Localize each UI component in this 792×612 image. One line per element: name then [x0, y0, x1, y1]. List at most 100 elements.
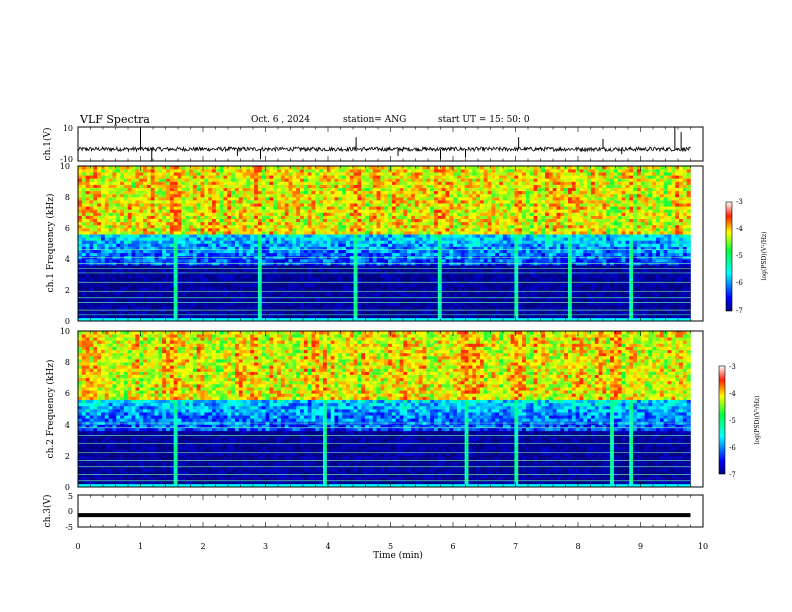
spectrogram-cell — [250, 317, 255, 322]
spectrogram-cell — [273, 299, 278, 303]
spectrogram-cell — [434, 200, 439, 204]
spectrogram-cell — [97, 283, 102, 288]
spectrogram-cell — [123, 221, 129, 226]
spectrogram-cell — [315, 265, 320, 269]
spectrogram-cell — [357, 228, 362, 232]
spectrogram-cell — [311, 249, 316, 254]
spectrogram-cell — [108, 259, 113, 263]
spectrogram-cell — [139, 231, 144, 235]
spectrogram-cell — [365, 234, 370, 238]
spectrogram-cell — [326, 206, 331, 210]
spectrogram-cell — [181, 197, 186, 201]
spectrogram-cell — [234, 224, 240, 229]
spectrogram-cell — [135, 209, 140, 213]
spectrogram-cell — [234, 268, 240, 272]
spectrogram-cell — [368, 172, 374, 176]
spectrogram-cell — [399, 234, 404, 238]
spectrogram-cell — [181, 231, 186, 235]
spectrogram-cell — [388, 166, 393, 170]
spectrogram-cell — [426, 175, 431, 179]
spectrogram-cell — [192, 246, 197, 250]
spectrogram-cell — [277, 274, 282, 278]
spectrogram-cell — [391, 231, 397, 235]
spectrogram-cell — [353, 252, 358, 257]
spectrogram-cell — [192, 181, 197, 185]
spectrogram-cell — [143, 286, 148, 291]
spectrogram-cell — [334, 203, 339, 207]
spectrogram-cell — [150, 268, 155, 272]
spectrogram-cell — [407, 224, 412, 229]
spectrogram-cell — [368, 286, 374, 291]
spectrogram-cell — [200, 184, 205, 188]
spectrogram-cell — [200, 234, 205, 238]
spectrogram-cell — [265, 166, 270, 170]
spectrogram-cell — [169, 317, 175, 322]
spectrogram-cell — [376, 268, 381, 272]
spectrogram-cell — [158, 286, 163, 291]
spectrogram-cell — [158, 228, 163, 232]
spectrogram-cell — [273, 203, 278, 207]
spectrogram-cell — [307, 286, 312, 291]
spectrogram-cell — [384, 237, 389, 241]
spectrogram-cell — [319, 169, 324, 173]
spectrogram-cell — [319, 166, 324, 170]
spectrogram-cell — [303, 234, 308, 238]
spectrogram-cell — [104, 209, 109, 213]
spectrogram-cell — [441, 193, 446, 198]
spectrogram-cell — [181, 302, 186, 306]
spectrogram-cell — [357, 314, 362, 319]
spectrogram-cell — [154, 299, 159, 303]
spectrogram-cell — [418, 212, 423, 216]
spectrogram-cell — [215, 283, 220, 288]
spectrogram-cell — [365, 215, 370, 219]
spectrogram-cell — [403, 215, 408, 219]
spectrogram-cell — [399, 259, 404, 263]
ch1-waveform-spikes — [140, 127, 682, 161]
spectrogram-cell — [315, 234, 320, 238]
spectrogram-cell — [384, 175, 389, 179]
spectrogram-cell — [146, 293, 152, 297]
spectrogram-cell — [430, 200, 435, 204]
spectrogram-cell — [162, 181, 167, 185]
spectrogram-cell — [254, 286, 259, 291]
spectrogram-cell — [296, 197, 301, 201]
spectrogram-cell — [422, 187, 427, 192]
spectrogram-cell — [112, 190, 117, 195]
spectrogram-cell — [395, 246, 400, 250]
spectrogram-cell — [238, 215, 243, 219]
spectrogram-cell — [411, 286, 416, 291]
spectrogram-cell — [380, 283, 385, 288]
spectrogram-cell — [150, 246, 155, 250]
spectrogram-cell — [422, 221, 427, 226]
spectrogram-cell — [296, 221, 301, 226]
spectrogram-cell — [391, 237, 397, 241]
spectrogram-cell — [345, 231, 351, 235]
spectrogram-cell — [353, 221, 358, 226]
spectrogram-cell — [441, 286, 446, 291]
spectrogram-cell — [181, 224, 186, 229]
spectrogram-cell — [97, 206, 102, 210]
spectrogram-cell — [227, 172, 232, 176]
spectrogram-cell — [177, 302, 182, 306]
spectrogram-cell — [173, 197, 178, 201]
spectrogram-cell — [158, 311, 163, 316]
spectrogram-cell — [445, 224, 450, 229]
spectrogram-cell — [403, 299, 408, 303]
spectrogram-cell — [273, 293, 278, 297]
spectrogram-cell — [204, 286, 209, 291]
spectrogram-cell — [211, 175, 217, 179]
spectrogram-cell — [437, 283, 442, 288]
spectrogram-cell — [223, 212, 228, 216]
spectrogram-cell — [204, 302, 209, 306]
spectrogram-cell — [81, 240, 86, 244]
spectrogram-cell — [338, 181, 343, 185]
spectrogram-cell — [131, 172, 136, 176]
spectrogram-cell — [303, 249, 308, 254]
spectrogram-cell — [93, 178, 98, 182]
spectrogram-cell — [418, 224, 423, 229]
spectrogram-cell — [162, 209, 167, 213]
spectrogram-cell — [146, 286, 152, 291]
spectrogram-cell — [166, 293, 171, 297]
spectrogram-cell — [78, 197, 83, 201]
spectrogram-cell — [426, 283, 431, 288]
